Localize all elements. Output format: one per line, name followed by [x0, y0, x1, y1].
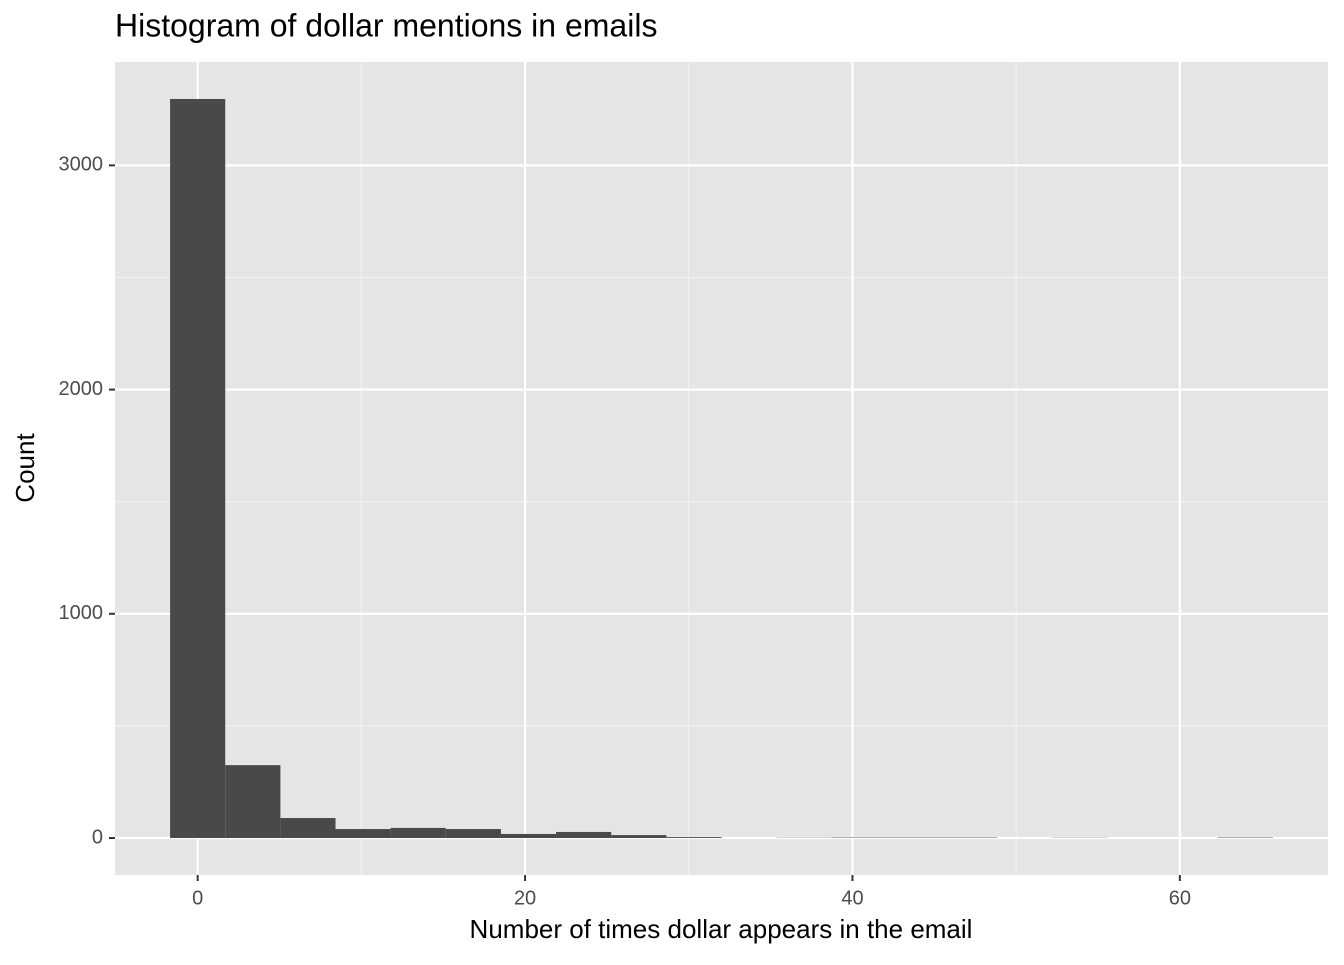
bar — [225, 765, 280, 838]
x-tick-label: 60 — [1169, 887, 1191, 909]
plot-panel — [115, 62, 1328, 875]
bar — [501, 834, 556, 838]
x-tick-label: 20 — [514, 887, 536, 909]
bar — [391, 828, 446, 838]
bar — [446, 829, 501, 838]
bar — [611, 835, 666, 838]
y-tick-label: 1000 — [59, 602, 104, 624]
bar — [556, 832, 611, 838]
chart-title: Histogram of dollar mentions in emails — [115, 7, 657, 43]
bar — [170, 99, 225, 838]
bar — [666, 837, 721, 838]
bar — [280, 818, 335, 838]
y-tick-label: 2000 — [59, 378, 104, 400]
x-tick-label: 0 — [192, 887, 203, 909]
y-tick-label: 0 — [92, 826, 103, 848]
y-tick-label: 3000 — [59, 154, 104, 176]
y-axis-label: Count — [10, 433, 40, 503]
bar — [336, 829, 391, 838]
x-axis-label: Number of times dollar appears in the em… — [470, 914, 973, 944]
x-tick-label: 40 — [841, 887, 863, 909]
